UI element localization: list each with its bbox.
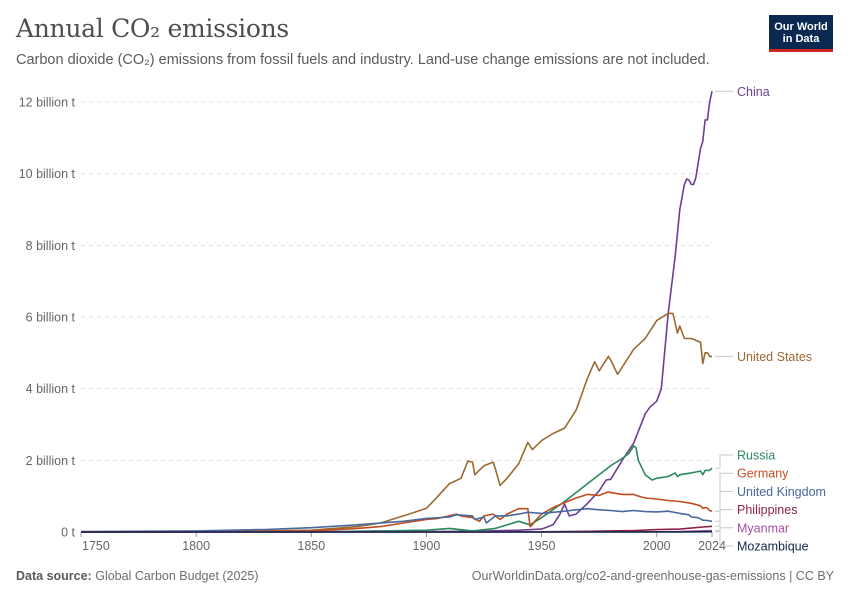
x-tick-label: 2024 xyxy=(698,539,726,553)
y-tick-label: 4 billion t xyxy=(26,382,76,396)
data-source-text: Global Carbon Budget (2025) xyxy=(95,569,259,583)
chart-title: Annual CO₂ emissions xyxy=(16,14,289,43)
logo-line-1: Our World xyxy=(774,21,828,33)
y-tick-label: 8 billion t xyxy=(26,239,76,253)
data-source-label: Data source: xyxy=(16,569,92,583)
x-tick-label: 1950 xyxy=(528,539,556,553)
label-leader-line xyxy=(715,509,733,527)
footer-separator: | xyxy=(789,569,793,583)
logo-line-2: in Data xyxy=(782,33,820,45)
y-tick-label: 12 billion t xyxy=(19,96,76,110)
series-line-united-states xyxy=(80,312,712,533)
license-link[interactable]: CC BY xyxy=(795,569,834,583)
series-line-russia xyxy=(80,445,713,533)
y-tick-label: 2 billion t xyxy=(26,454,76,468)
series-label-russia: Russia xyxy=(737,449,775,463)
chart-subtitle: Carbon dioxide (CO₂) emissions from foss… xyxy=(16,52,710,68)
series-line-germany xyxy=(80,491,713,533)
series-label-philippines: Philippines xyxy=(737,503,797,517)
series-label-china: China xyxy=(737,85,770,99)
y-tick-label: 6 billion t xyxy=(26,311,76,325)
y-tick-label: 0 t xyxy=(61,526,75,540)
label-leader-line xyxy=(715,454,733,469)
series-line-china xyxy=(80,91,713,533)
series-label-myanmar: Myanmar xyxy=(737,521,789,535)
x-tick-label: 1900 xyxy=(413,539,441,553)
owid-logo[interactable]: Our World in Data xyxy=(769,15,833,52)
series-label-united-kingdom: United Kingdom xyxy=(737,485,826,499)
x-tick-label: 1750 xyxy=(82,539,110,553)
grid-lines xyxy=(81,101,712,461)
series-label-united-states: United States xyxy=(737,350,812,364)
series-label-mozambique: Mozambique xyxy=(737,540,809,554)
x-tick-label: 1800 xyxy=(182,539,210,553)
label-leader-line xyxy=(715,490,733,522)
series-line-united-kingdom xyxy=(80,507,713,533)
data-source: Data source: Global Carbon Budget (2025) xyxy=(16,569,259,583)
label-leader-line xyxy=(715,527,733,532)
source-url-link[interactable]: OurWorldinData.org/co2-and-greenhouse-ga… xyxy=(471,569,786,583)
label-leader-line xyxy=(715,472,733,512)
x-tick-label: 2000 xyxy=(643,539,671,553)
series-label-germany: Germany xyxy=(737,467,789,481)
y-tick-label: 10 billion t xyxy=(19,167,76,181)
axes: 0 t 2 billion t 4 billion t 6 billion t 8 bi… xyxy=(19,96,726,554)
x-tick-label: 1850 xyxy=(297,539,325,553)
label-leader-line xyxy=(715,531,733,547)
series-labels: China United States Russia Germany United Ki… xyxy=(715,85,826,554)
series-lines xyxy=(80,91,713,533)
footer-links: OurWorldinData.org/co2-and-greenhouse-ga… xyxy=(472,569,834,583)
